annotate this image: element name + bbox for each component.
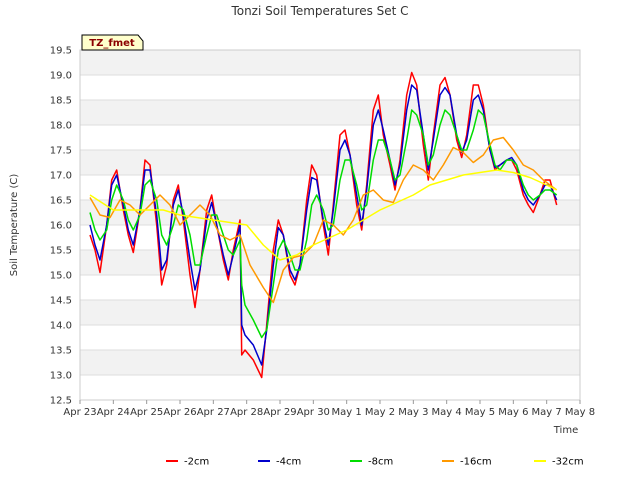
plot-band: [80, 150, 580, 175]
series-line-minus-32cm: [89, 169, 558, 261]
plot-band: [80, 200, 580, 225]
legend-label: -2cm: [184, 457, 209, 468]
series-line-minus-8cm: [89, 109, 558, 339]
site-label-box: TZ_fmet: [81, 34, 144, 51]
plot-band: [80, 100, 580, 125]
x-tick-label: Apr 23: [63, 407, 96, 418]
legend-label: -4cm: [276, 457, 301, 468]
x-tick-label: May 7: [532, 407, 562, 418]
y-tick-label: 19.0: [50, 71, 72, 82]
series-line-minus-2cm: [89, 71, 558, 379]
x-tick-label: May 8: [565, 407, 595, 418]
y-tick-label: 14.5: [50, 296, 72, 307]
axes: [79, 49, 581, 401]
y-tick-labels: 12.5 13.0 13.5 14.0 14.5 15.0 15.5 16.0 16.5 17.0…: [50, 46, 72, 407]
x-tick-label: Apr 30: [297, 407, 330, 418]
x-tick-label: May 3: [398, 407, 428, 418]
y-tick-label: 17.5: [50, 146, 72, 157]
plot-frame: [79, 49, 581, 401]
series-layer: [89, 71, 558, 379]
y-tick-label: 13.5: [50, 346, 72, 357]
y-tick-label: 16.0: [50, 221, 72, 232]
x-tick-label: May 5: [465, 407, 495, 418]
legend-label: -16cm: [460, 457, 492, 468]
legend: -2cm -4cm -8cm -16cm -32cm: [166, 457, 584, 468]
y-tick-label: 13.0: [50, 371, 72, 382]
plot-band: [80, 250, 580, 275]
y-tick-label: 16.5: [50, 196, 72, 207]
x-tick-label: May 2: [365, 407, 395, 418]
y-tick-label: 18.5: [50, 96, 72, 107]
legend-label: -8cm: [368, 457, 393, 468]
y-tick-label: 19.5: [50, 46, 72, 57]
x-tick-label: Apr 24: [97, 407, 130, 418]
x-tick-label: Apr 25: [130, 407, 163, 418]
plot-band: [80, 50, 580, 75]
legend-label: -32cm: [552, 457, 584, 468]
y-tick-label: 15.5: [50, 246, 72, 257]
x-tick-label: Apr 28: [230, 407, 263, 418]
x-tick-label: Apr 27: [197, 407, 230, 418]
x-tick-label: Apr 26: [163, 407, 196, 418]
plot-band: [80, 350, 580, 375]
series-line-minus-16cm: [89, 136, 558, 304]
x-tick-label: Apr 29: [263, 407, 296, 418]
x-tick-label: May 1: [332, 407, 362, 418]
x-tick-labels: Apr 23 Apr 24 Apr 25 Apr 26 Apr 27 Apr 28 Apr …: [63, 400, 595, 418]
y-tick-label: 12.5: [50, 396, 72, 407]
x-tick-label: May 6: [498, 407, 528, 418]
chart-title: Tonzi Soil Temperatures Set C: [230, 4, 408, 18]
y-tick-label: 14.0: [50, 321, 72, 332]
y-tick-label: 18.0: [50, 121, 72, 132]
x-axis-title: Time: [553, 425, 578, 436]
y-tick-label: 15.0: [50, 271, 72, 282]
plot-band: [80, 300, 580, 325]
y-axis-title: Soil Temperature (C): [9, 174, 20, 277]
site-label: TZ_fmet: [89, 38, 135, 49]
y-tick-label: 17.0: [50, 171, 72, 182]
x-tick-label: May 4: [432, 407, 462, 418]
